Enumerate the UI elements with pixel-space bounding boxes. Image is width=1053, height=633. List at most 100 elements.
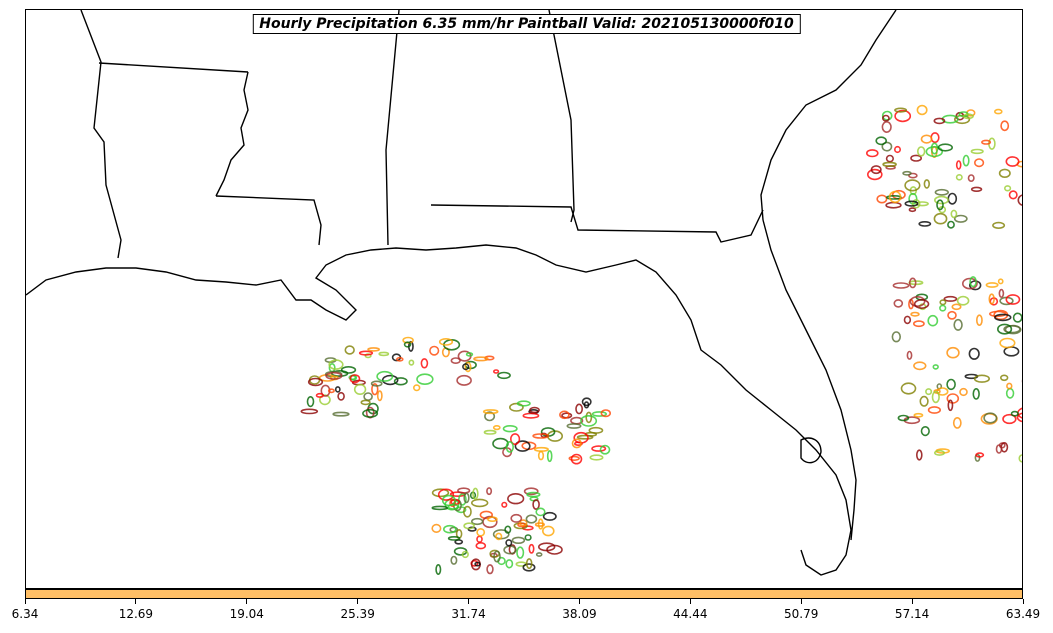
- precip-contour: [516, 400, 531, 407]
- colorbar-tick: [24, 599, 26, 604]
- precip-contour: [937, 143, 953, 152]
- colorbar-tick-label: 12.69: [118, 607, 154, 621]
- precip-contour: [416, 373, 434, 386]
- precip-contour: [903, 315, 912, 325]
- ms-al-border: [385, 10, 400, 246]
- precip-contour: [995, 444, 1003, 454]
- precip-contour: [508, 402, 524, 412]
- precip-contour: [1003, 346, 1020, 357]
- precip-contour: [353, 383, 367, 396]
- precip-contour: [972, 387, 980, 400]
- precip-contour: [1002, 413, 1017, 425]
- precip-contour: [1016, 412, 1022, 423]
- precip-contour: [363, 392, 373, 401]
- precip-contour: [925, 146, 943, 158]
- precip-contour: [1005, 387, 1015, 399]
- precip-contour: [505, 559, 514, 569]
- precip-contour: [306, 396, 315, 408]
- ga-sc-coast: [760, 10, 897, 221]
- precip-contour: [495, 532, 503, 541]
- colorbar-tick-label: 57.14: [894, 607, 930, 621]
- gulf-coast: [26, 244, 852, 576]
- precip-contour: [497, 371, 511, 380]
- precip-contour: [537, 450, 545, 461]
- precip-contour: [925, 388, 933, 396]
- precip-contour: [993, 108, 1003, 115]
- precip-contour: [959, 387, 968, 397]
- precip-contour: [865, 149, 879, 158]
- colorbar: [25, 589, 1023, 599]
- precip-contour: [588, 426, 604, 434]
- precip-contour: [897, 414, 910, 422]
- precip-contour: [376, 390, 383, 402]
- precip-contour: [476, 535, 483, 543]
- precip-contour: [913, 320, 925, 328]
- precip-contour: [516, 546, 525, 559]
- precip-contour: [332, 411, 350, 417]
- precip-contour: [913, 361, 927, 371]
- fl-border: [430, 204, 764, 243]
- precip-contour: [533, 446, 549, 452]
- precip-contour: [943, 295, 958, 302]
- precip-contour: [493, 550, 501, 563]
- precip-contour: [930, 142, 939, 155]
- precip-contour: [1006, 382, 1013, 390]
- precip-contour: [952, 416, 962, 429]
- precip-contour: [505, 440, 514, 453]
- precip-contour: [442, 524, 457, 534]
- precip-contour: [968, 347, 980, 360]
- precip-contour: [915, 449, 923, 461]
- precip-contour: [885, 201, 902, 209]
- precip-contour: [951, 303, 962, 311]
- precip-contour: [934, 188, 949, 196]
- precip-contour: [1017, 194, 1022, 206]
- precip-contour: [546, 450, 553, 463]
- precip-contour: [570, 453, 583, 465]
- al-ga-border: [548, 10, 575, 223]
- precip-contour: [976, 314, 983, 327]
- precip-contour: [532, 433, 550, 439]
- precip-contour: [501, 501, 508, 508]
- precip-contour: [997, 278, 1004, 285]
- precip-contour: [920, 134, 933, 144]
- colorbar-tick-label: 38.09: [562, 607, 597, 621]
- precip-contour: [367, 347, 380, 352]
- precip-contour: [510, 433, 521, 446]
- precip-contour: [450, 555, 458, 565]
- precip-contour: [393, 377, 408, 386]
- precip-contour: [955, 174, 963, 181]
- precip-contour: [473, 356, 489, 362]
- precip-contour: [888, 190, 902, 204]
- precip-contour: [967, 174, 975, 182]
- precip-contour: [465, 352, 474, 357]
- precip-contour: [522, 563, 536, 572]
- precip-contour: [885, 154, 895, 163]
- precip-contour: [932, 364, 939, 370]
- precip-contour: [334, 386, 341, 393]
- colorbar-tick-label: 6.34: [11, 607, 39, 621]
- precip-contour: [437, 488, 455, 501]
- precip-contour: [891, 331, 901, 343]
- precip-contour: [955, 160, 962, 170]
- precip-contour: [537, 542, 556, 552]
- precip-contour: [904, 200, 919, 207]
- precip-contour: [600, 409, 611, 418]
- colorbar-tick: [911, 599, 913, 604]
- precip-contour: [893, 299, 904, 308]
- precip-contour: [447, 536, 461, 541]
- colorbar-tick: [1022, 599, 1024, 604]
- precip-contour: [371, 383, 379, 396]
- precip-contour: [591, 445, 607, 452]
- precip-contour: [457, 487, 471, 494]
- precip-contour: [479, 510, 493, 520]
- precip-contour: [902, 170, 912, 176]
- colorbar-tick: [246, 599, 248, 604]
- precip-contour: [378, 351, 390, 357]
- precip-contour: [505, 539, 513, 547]
- precip-contour: [918, 220, 932, 227]
- precip-contour: [523, 487, 539, 496]
- precip-contour: [507, 493, 525, 505]
- precip-contour: [474, 561, 481, 567]
- precip-contour: [939, 299, 947, 306]
- precipitation-contours: [300, 104, 1022, 575]
